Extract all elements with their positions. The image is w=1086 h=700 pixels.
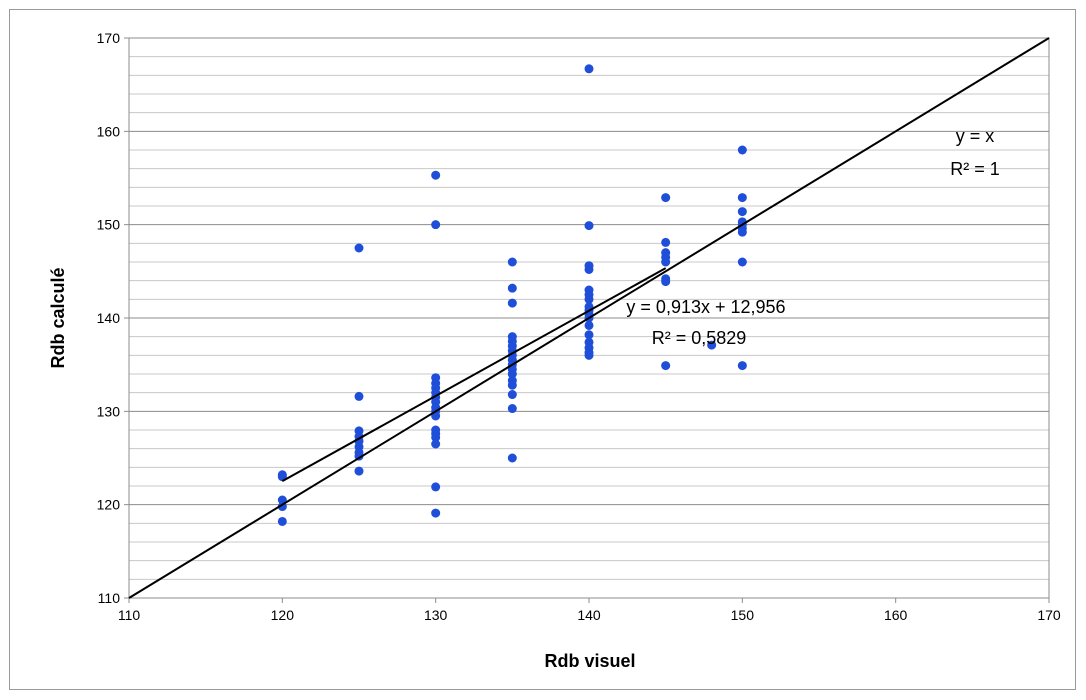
identity-line-equation: y = x <box>956 126 995 146</box>
data-point <box>507 380 517 390</box>
data-point <box>507 369 517 379</box>
data-point <box>737 207 747 217</box>
data-point <box>354 391 364 401</box>
trend-lines <box>128 37 1050 599</box>
chart-frame <box>9 9 1076 690</box>
identity-line-r-squared: R² = 1 <box>950 159 1000 179</box>
data-point <box>584 294 594 304</box>
data-point <box>584 264 594 274</box>
data-point <box>431 220 441 230</box>
data-point <box>354 466 364 476</box>
y-tick-label: 140 <box>97 310 121 326</box>
data-point <box>707 340 717 350</box>
regression-r-squared: R² = 0,5829 <box>652 328 747 348</box>
data-point <box>431 508 441 518</box>
data-point <box>584 330 594 340</box>
data-point <box>431 432 441 442</box>
data-point <box>584 221 594 231</box>
x-tick-label: 120 <box>271 607 295 623</box>
data-point <box>584 64 594 74</box>
x-tick-label: 150 <box>731 607 755 623</box>
data-point <box>737 361 747 371</box>
x-tick-label: 110 <box>118 607 141 623</box>
data-point <box>737 145 747 155</box>
regression-equation: y = 0,913x + 12,956 <box>626 297 785 317</box>
x-tick-label: 160 <box>884 607 908 623</box>
data-point <box>661 277 671 287</box>
data-point <box>354 243 364 253</box>
data-point <box>661 361 671 371</box>
data-point <box>431 170 441 180</box>
data-point <box>277 516 287 526</box>
y-axis-title: Rdb calculé <box>48 267 68 368</box>
y-tick-label: 150 <box>97 217 121 233</box>
y-axis-ticks: 110 120 130 140 150 160 170 <box>97 30 129 606</box>
identity-line <box>128 37 1050 599</box>
data-point <box>584 350 594 360</box>
data-point <box>737 257 747 267</box>
data-point <box>661 237 671 247</box>
data-point <box>507 283 517 293</box>
data-point <box>431 482 441 492</box>
data-point <box>507 404 517 414</box>
data-point <box>431 439 441 449</box>
x-axis-ticks: 110 120 130 140 150 160 170 <box>118 598 1061 623</box>
minor-gridlines <box>129 56 1049 580</box>
y-tick-label: 130 <box>97 403 121 419</box>
data-point <box>661 257 671 267</box>
data-points <box>277 64 747 526</box>
data-point <box>737 227 747 237</box>
y-tick-label: 160 <box>97 123 121 139</box>
data-point <box>507 453 517 463</box>
data-point <box>507 257 517 267</box>
y-tick-label: 110 <box>98 590 121 606</box>
x-tick-label: 170 <box>1037 607 1061 623</box>
y-tick-label: 170 <box>97 30 121 46</box>
data-point <box>507 390 517 400</box>
data-point <box>507 298 517 308</box>
data-point <box>737 193 747 203</box>
data-point <box>661 193 671 203</box>
x-tick-label: 130 <box>424 607 448 623</box>
x-axis-title: Rdb visuel <box>544 651 635 671</box>
y-tick-label: 120 <box>97 497 121 513</box>
data-point <box>584 320 594 330</box>
regression-line <box>281 267 667 483</box>
x-tick-label: 140 <box>577 607 601 623</box>
